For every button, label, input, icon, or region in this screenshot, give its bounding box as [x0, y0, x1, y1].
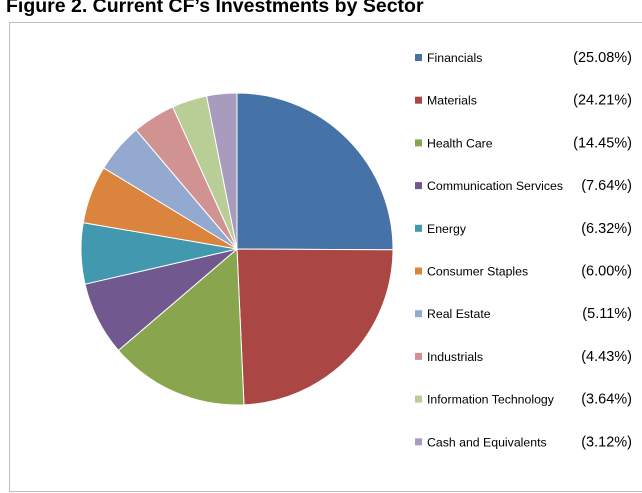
legend-label-consumer-staples: Consumer Staples	[427, 265, 528, 279]
data-label-materials: (24.21%)	[573, 93, 632, 109]
data-label-cash-and-equivalents: (3.12%)	[581, 434, 632, 450]
legend-label-real-estate: Real Estate	[427, 307, 491, 321]
data-label-real-estate: (5.11%)	[582, 306, 632, 322]
legend-label-industrials: Industrials	[427, 350, 483, 364]
data-label-financials: (25.08%)	[573, 50, 632, 66]
legend: Financials (25.08%) Materials (24.21%) Healt…	[415, 50, 632, 450]
figure-title: Figure 2. Current CF’s Investments by Se…	[6, 0, 424, 17]
chart-area: Financials (25.08%) Materials (24.21%) Healt…	[9, 22, 642, 492]
pie-slice-health-care	[117, 247, 245, 406]
legend-marker-real-estate	[415, 310, 422, 318]
data-label-information-technology: (3.64%)	[581, 392, 632, 408]
legend-marker-financials	[415, 54, 422, 61]
data-label-consumer-staples: (6.00%)	[581, 264, 632, 280]
legend-marker-industrials	[415, 352, 422, 360]
legend-marker-health-care	[415, 139, 422, 147]
legend-label-financials: Financials	[427, 51, 482, 65]
legend-label-materials: Materials	[427, 94, 477, 108]
legend-marker-information-technology	[415, 395, 422, 403]
data-label-communication-services: (7.64%)	[581, 178, 632, 194]
pie-slice-cash-and-equivalents	[206, 92, 238, 250]
legend-label-energy: Energy	[427, 222, 467, 236]
pie-slices	[80, 92, 394, 406]
legend-marker-consumer-staples	[415, 267, 422, 275]
legend-marker-materials	[415, 96, 422, 104]
legend-marker-cash-and-equivalents	[415, 438, 422, 446]
data-label-health-care: (14.45%)	[573, 135, 632, 151]
legend-label-health-care: Health Care	[427, 136, 493, 150]
pie-chart: Financials (25.08%) Materials (24.21%) Healt…	[80, 50, 632, 450]
legend-marker-energy	[415, 224, 422, 232]
legend-label-information-technology: Information Technology	[427, 393, 555, 407]
legend-marker-communication-services	[415, 182, 422, 190]
pie-slice-financials	[236, 92, 394, 251]
legend-label-cash-and-equivalents: Cash and Equivalents	[427, 435, 547, 449]
pie-slice-materials	[236, 248, 394, 406]
data-label-energy: (6.32%)	[581, 221, 632, 237]
legend-label-communication-services: Communication Services	[427, 179, 563, 193]
data-label-industrials: (4.43%)	[581, 349, 632, 365]
